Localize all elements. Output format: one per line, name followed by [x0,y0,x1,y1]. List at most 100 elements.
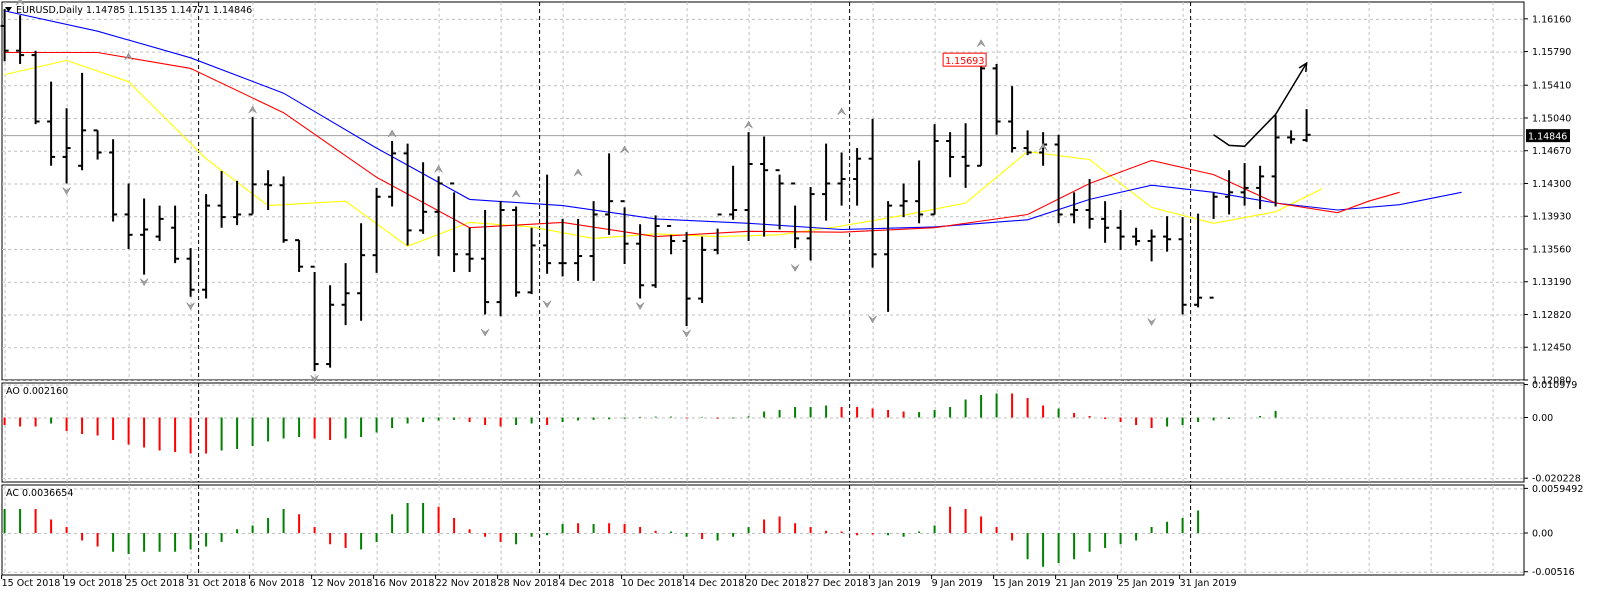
price-bar [698,236,707,303]
price-bar [496,201,505,317]
fractal-up-icon [1038,142,1048,151]
period-separators [198,2,1192,575]
current-price-box [1526,129,1570,143]
y-tick-label: 1.15790 [1532,47,1571,58]
x-tick-label: 22 Nov 2018 [436,578,497,589]
x-tick-label: 25 Oct 2018 [126,578,185,589]
symbol-label: EURUSD,Daily [16,5,83,16]
x-tick-label: 4 Dec 2018 [560,578,615,589]
price-bar [1163,216,1172,252]
price-bar [16,15,25,64]
price-bar [884,201,893,312]
x-tick-label: 28 Nov 2018 [498,578,559,589]
fractal-down-icon [1147,318,1156,326]
fractal-down-icon [790,264,800,272]
y-tick-label: 1.12450 [1532,343,1571,354]
fractal-up-icon [620,145,629,154]
x-tick-label: 12 Nov 2018 [312,578,373,589]
price-bar [791,182,800,249]
price-bar [109,139,118,222]
price-bar [574,218,583,281]
price-bar [760,136,769,237]
x-tick-label: 9 Jan 2019 [932,578,983,589]
x-tick-label: 27 Dec 2018 [808,578,869,589]
price-bar [589,201,598,281]
price-bar [202,194,211,299]
price-bar [217,171,226,228]
price-bar [636,224,645,299]
y-tick-label: 1.14670 [1532,146,1571,157]
y-tick-label: 1.14300 [1532,179,1571,190]
fractal-down-icon [310,374,319,383]
price-bar [419,162,428,234]
axis-labels: 1.16160 1.15790 1.15410 1.15040 1.14670 1.143… [1,14,1583,589]
ac-title: AC 0.0036654 [6,488,73,499]
x-tick-label: 10 Dec 2018 [622,578,683,589]
price-bar [667,224,676,255]
y-tick-label: 1.16160 [1532,14,1571,25]
price-bars [0,9,1311,372]
ao-label: AO 0.002160 [6,386,68,397]
price-bar [171,205,180,264]
price-bar [1256,165,1265,210]
price-bar [1209,192,1218,299]
ohlc-values: 1.14785 1.15135 1.14771 1.14846 [86,5,252,16]
price-bar [357,223,366,321]
price-bar [1116,210,1125,250]
price-bar [1101,201,1110,243]
price-bar [977,60,986,167]
ma-yellow-line [4,59,1323,247]
arrow-head-icon [1298,61,1308,73]
fractal-up-icon [573,168,583,177]
price-bar [78,72,87,171]
price-bar [93,129,102,160]
y-tick-label: 1.12820 [1532,310,1571,321]
price-bar [388,140,397,207]
fractal-down-icon [62,187,71,195]
price-bar [1240,163,1249,206]
price-bar [729,165,738,220]
fractal-up-icon [744,120,753,129]
price-bar [124,183,133,249]
price-bar [651,215,660,288]
current-price-label: 1.14846 [1528,132,1567,143]
price-bar [1054,134,1063,224]
price-bar [775,169,784,230]
fractal-up-icon [511,189,521,198]
fractal-down-icon [682,329,691,338]
price-bar [1194,213,1203,308]
price-bar [1225,170,1234,215]
x-tick-label: 19 Oct 2018 [64,578,123,589]
fractal-up-icon [248,105,257,114]
peak-label-box [942,52,987,67]
x-tick-label: 14 Dec 2018 [684,578,745,589]
price-bar [1271,115,1280,207]
price-bar [527,227,536,295]
price-bar [62,108,71,184]
price-bar [465,227,474,272]
price-bar [1147,229,1156,262]
fractal-down-icon [139,278,149,287]
price-bar [992,63,1001,135]
ao-title: AO 0.002160 [6,386,68,397]
fractal-up-icon [124,52,133,61]
price-bar [1178,217,1187,315]
fractal-markers [15,0,1156,383]
price-bar [744,132,753,242]
ao-panel-frame [1,382,1525,483]
fractal-down-icon [542,300,552,309]
price-bar [822,143,831,221]
x-tick-label: 31 Jan 2019 [1180,578,1237,589]
y-tick-label: 1.15410 [1532,81,1571,92]
x-tick-label: 6 Nov 2018 [250,578,305,589]
price-bar [341,263,350,326]
price-bar [868,118,877,268]
x-tick-label: 25 Jan 2019 [1118,578,1175,589]
dropdown-triangle-icon[interactable] [5,7,12,12]
price-bar [140,198,149,275]
y-tick-label: 1.12080 [1532,376,1571,387]
price-bar [961,123,970,188]
price-bar [233,180,242,226]
ac-histogram [3,503,1200,567]
